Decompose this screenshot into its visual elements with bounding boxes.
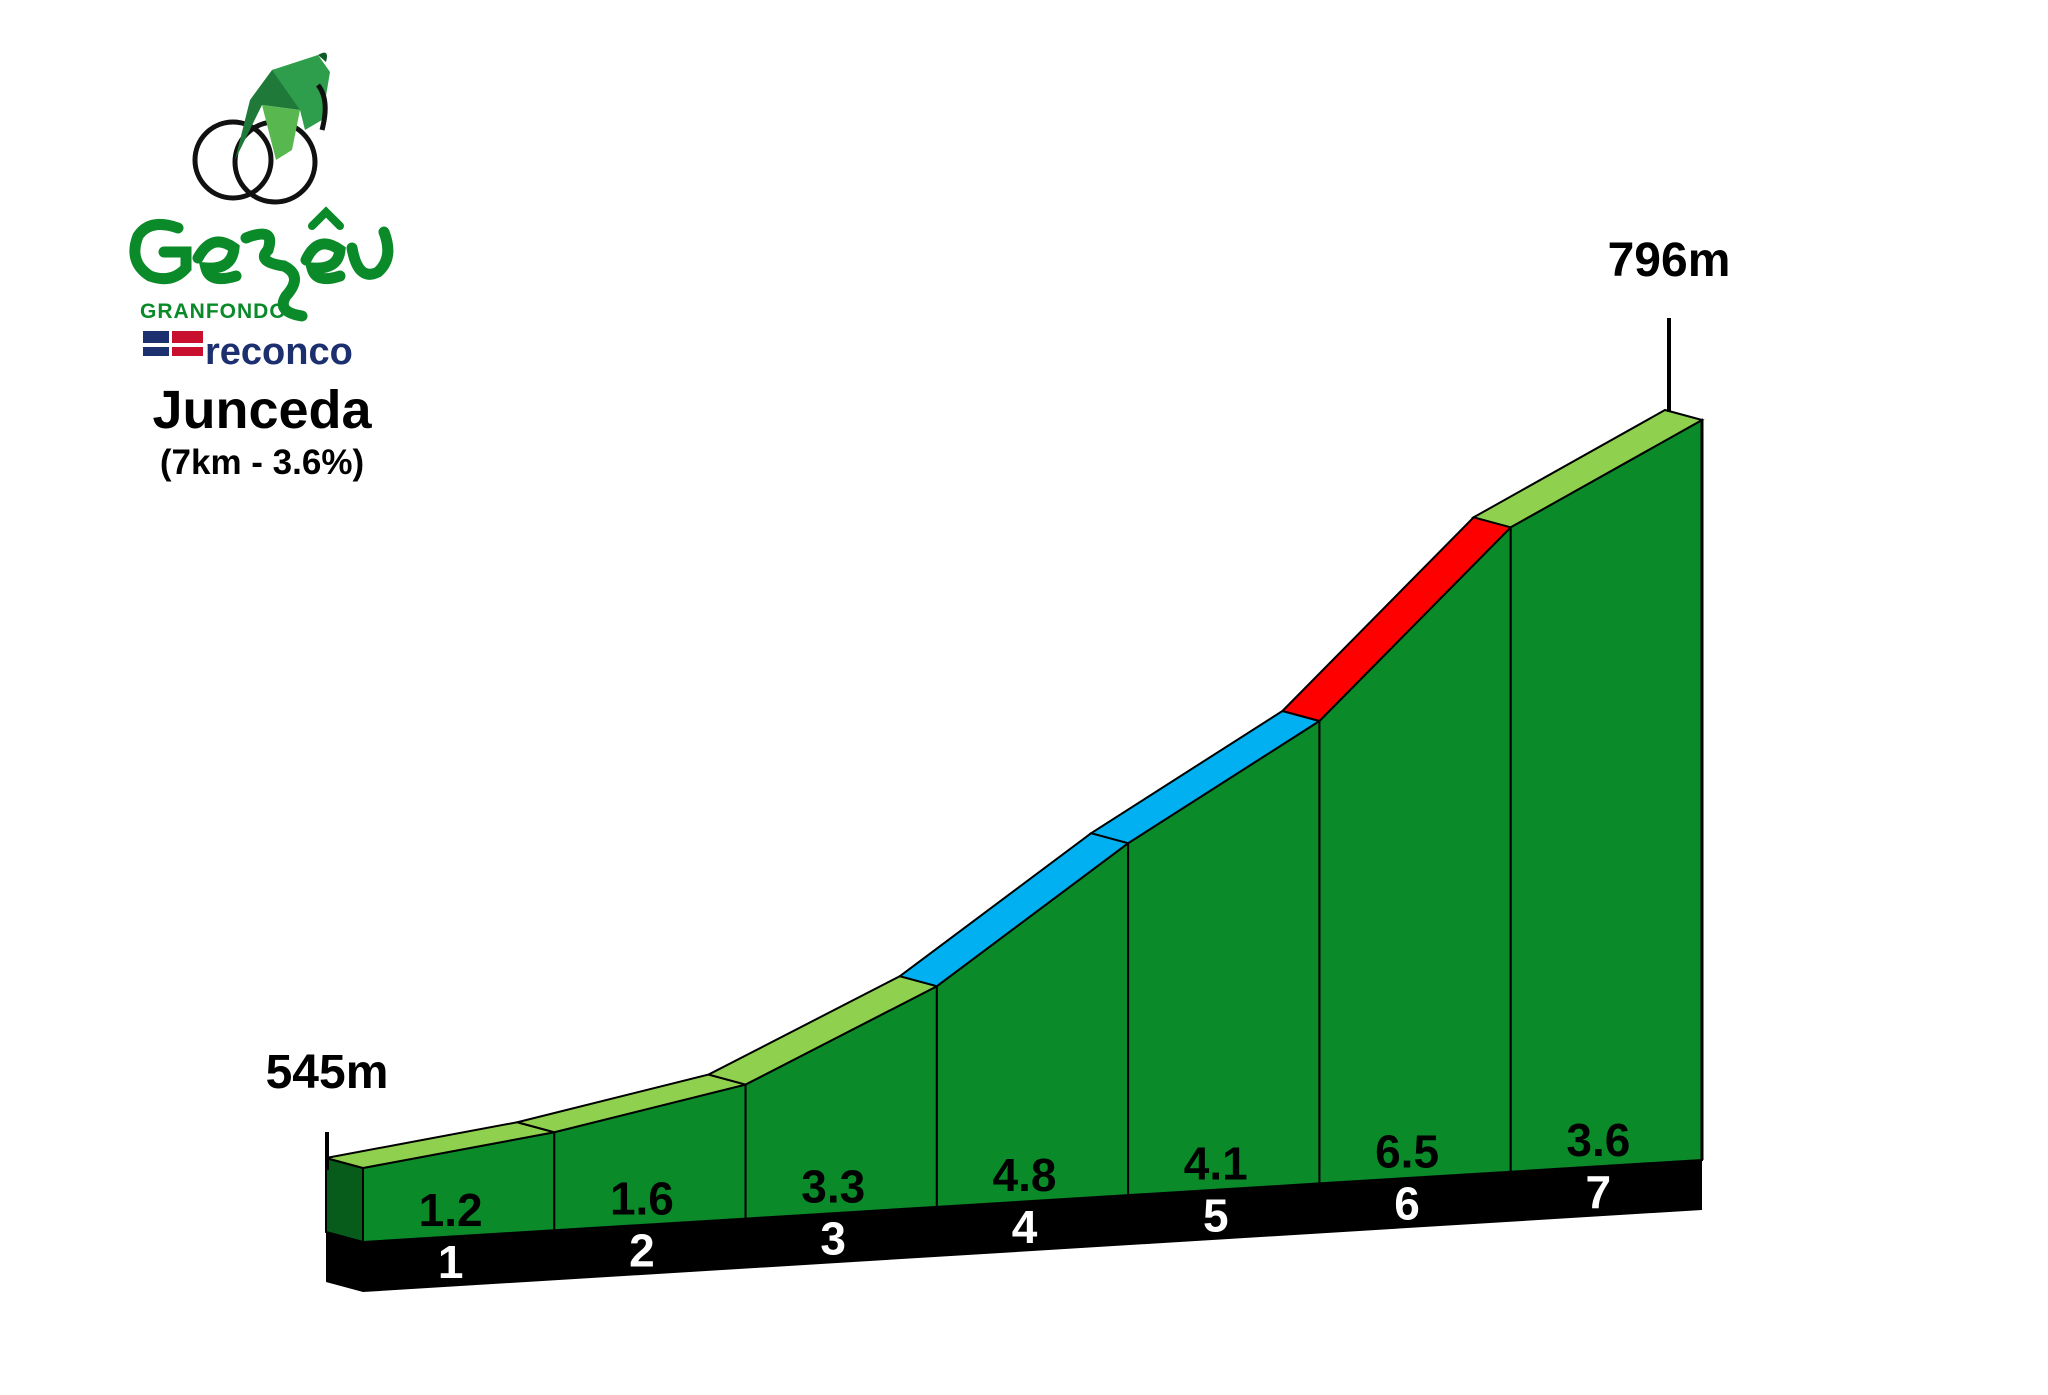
km-marker-label: 5 xyxy=(1203,1189,1229,1241)
profile-segment xyxy=(1318,524,1512,1185)
sponsor-flag-icon xyxy=(143,331,203,356)
start-elevation-label: 545m xyxy=(266,1046,389,1099)
km-marker-label: 3 xyxy=(820,1213,846,1265)
grade-value-label: 3.6 xyxy=(1566,1114,1630,1166)
profile-segment xyxy=(1509,418,1703,1173)
distance-band xyxy=(363,1160,1702,1292)
km-marker-label: 7 xyxy=(1586,1166,1612,1218)
grade-value-label: 3.3 xyxy=(801,1161,865,1213)
grade-value-label: 4.8 xyxy=(993,1149,1057,1201)
grade-value-label: 6.5 xyxy=(1375,1126,1439,1178)
chart-title: Junceda xyxy=(152,380,372,440)
km-marker-label: 2 xyxy=(629,1224,655,1276)
chart-subtitle: (7km - 3.6%) xyxy=(160,443,364,482)
profile-side-face xyxy=(325,1156,364,1244)
grade-value-label: 1.2 xyxy=(419,1184,483,1236)
km-marker-label: 1 xyxy=(438,1236,464,1288)
grade-value-label: 4.1 xyxy=(1184,1137,1248,1189)
logo-subtitle: GRANFONDO xyxy=(140,300,287,323)
cyclist-logo-icon xyxy=(192,52,330,205)
geres-logo xyxy=(129,206,394,322)
profile-layer: 1.21 1.62 3.33 4.84 4.15 6.56 3.67 xyxy=(325,408,1705,1292)
end-elevation-label: 796m xyxy=(1608,234,1731,287)
distance-band-side xyxy=(326,1232,363,1292)
grade-value-label: 1.6 xyxy=(610,1172,674,1224)
km-marker-label: 4 xyxy=(1012,1201,1038,1253)
km-marker-label: 6 xyxy=(1394,1178,1420,1230)
sponsor-name: reconco xyxy=(205,331,353,373)
